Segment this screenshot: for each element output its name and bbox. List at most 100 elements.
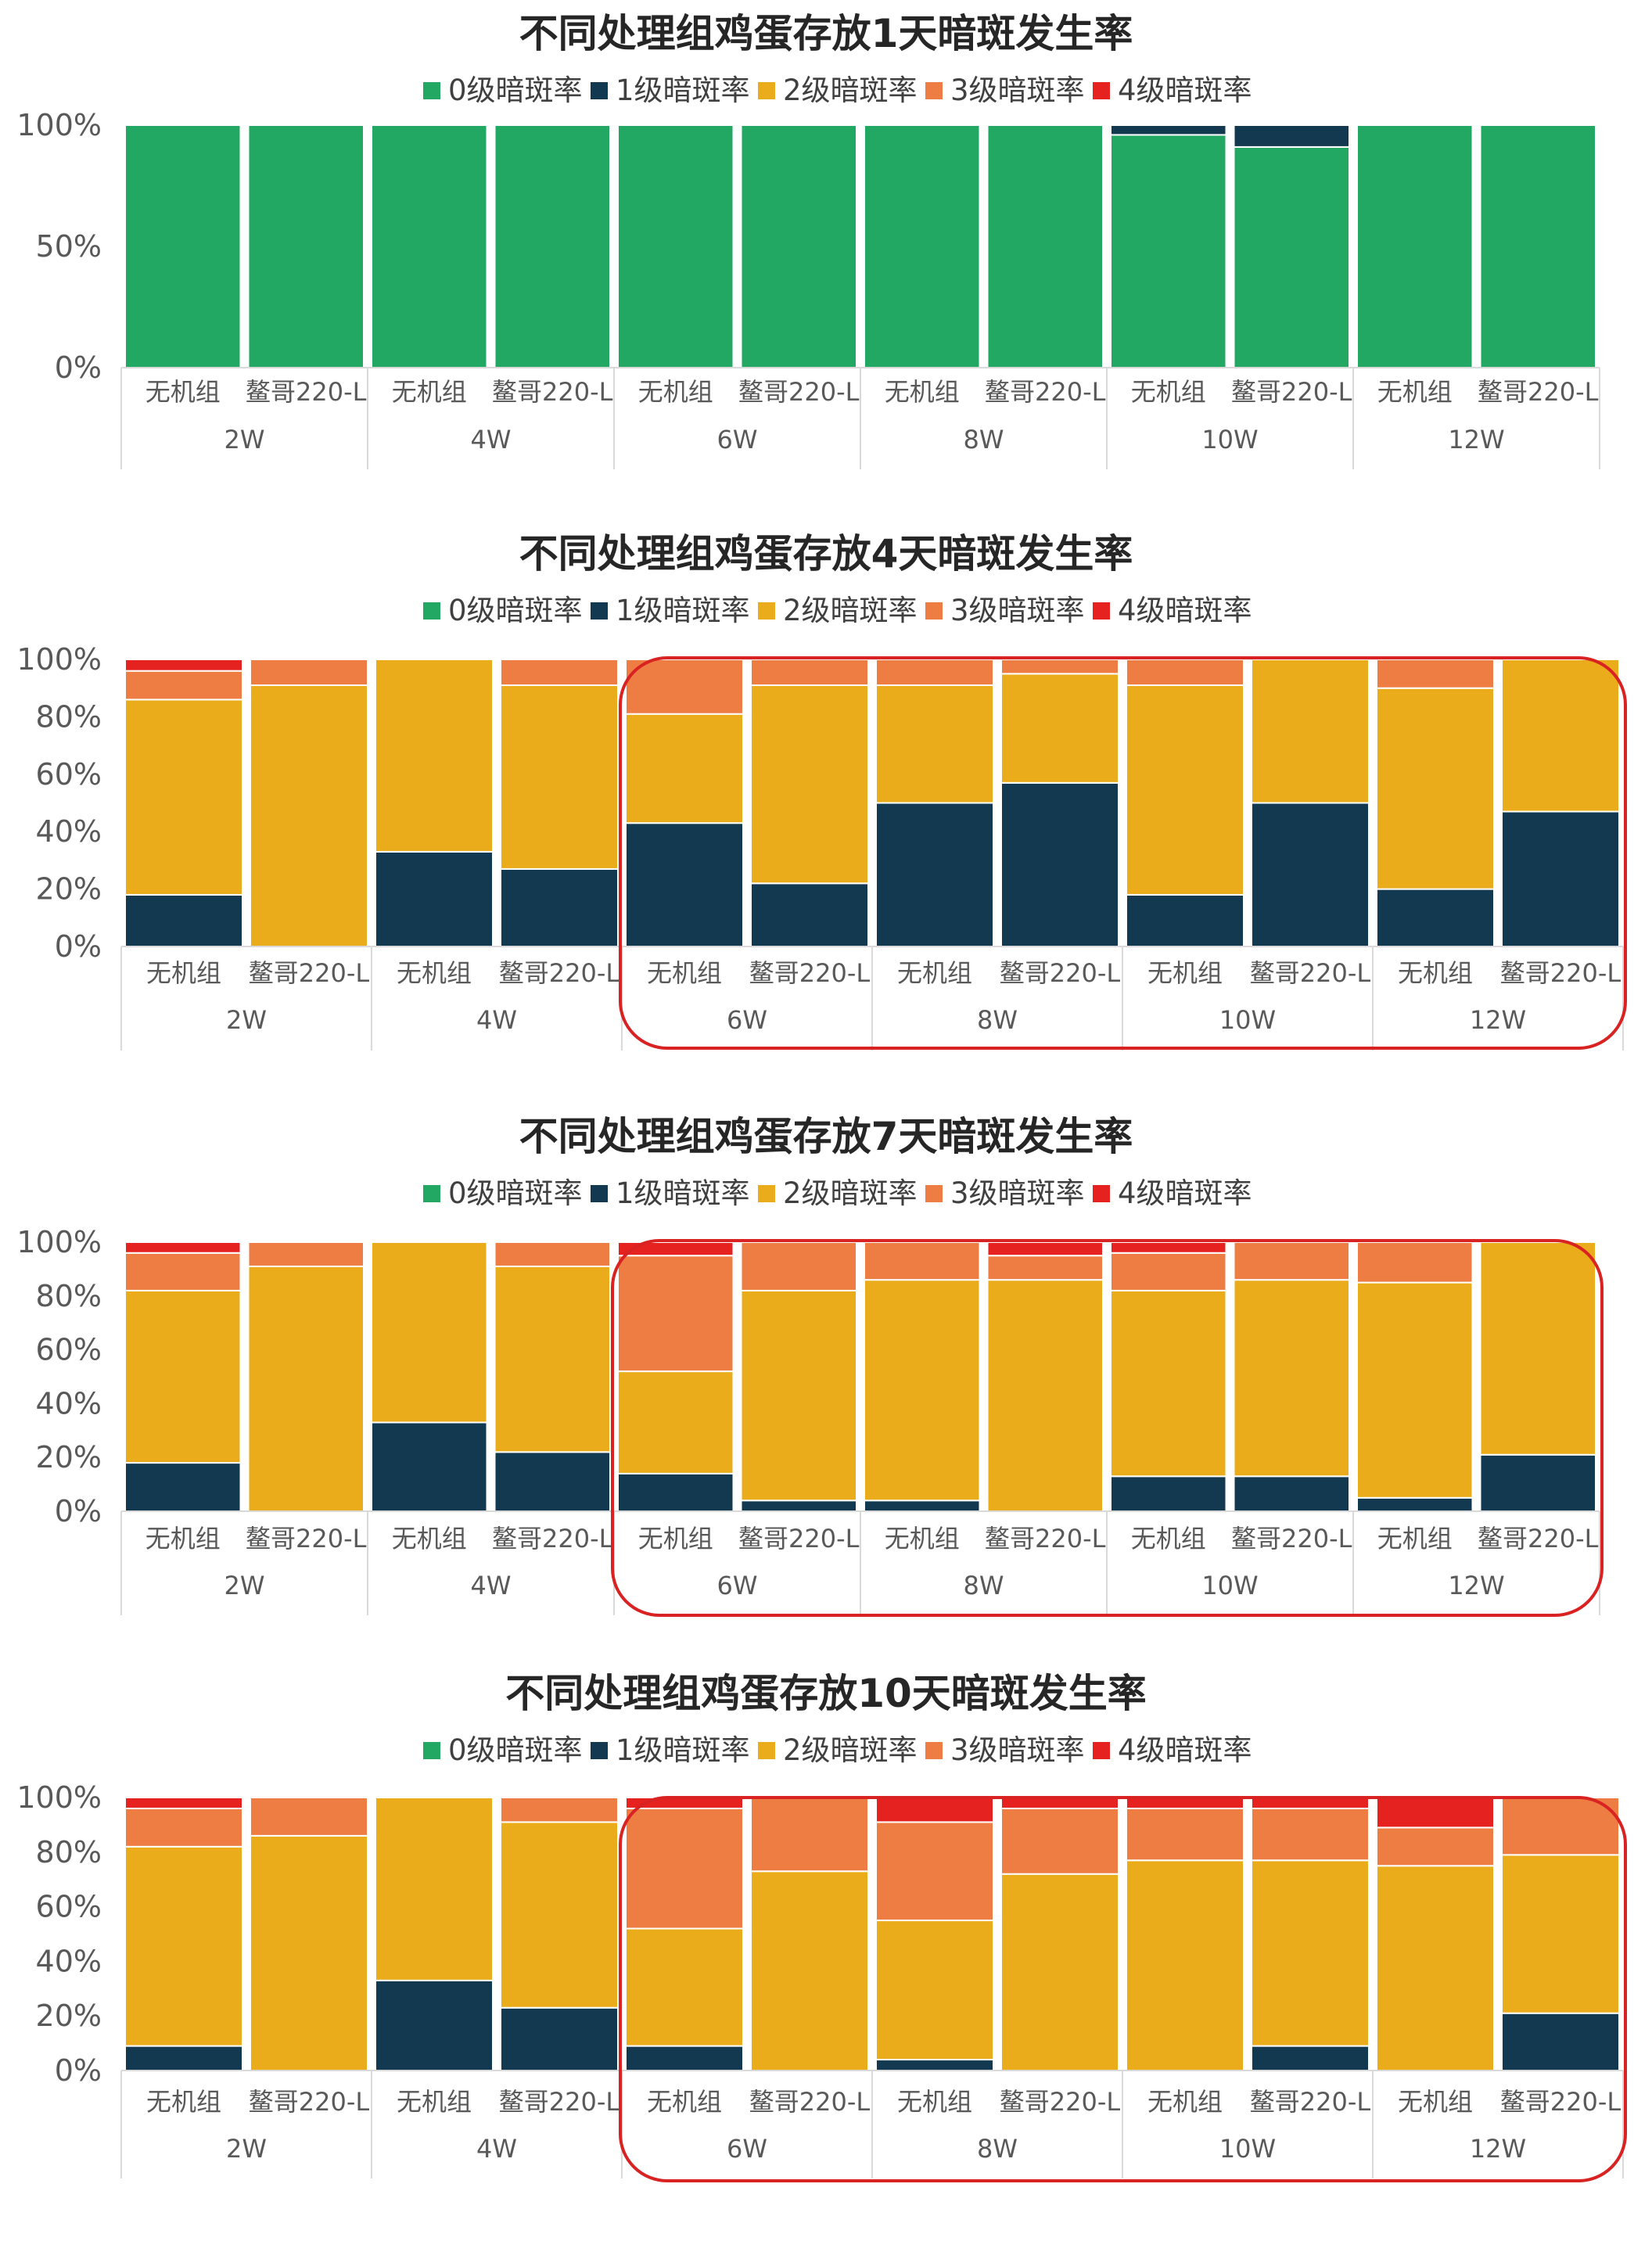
bar-segment <box>1376 687 1495 890</box>
bar-segment <box>371 1241 488 1424</box>
bar-segment <box>247 1241 365 1267</box>
legend-swatch-4 <box>1093 1185 1110 1202</box>
legend-swatch-4 <box>1093 82 1110 99</box>
bar-segment <box>1110 1252 1227 1291</box>
legend-swatch-0 <box>423 82 440 99</box>
x-group-label: 12W <box>1448 1571 1504 1600</box>
x-subcategory-label: 鳌哥220-L <box>499 958 620 988</box>
x-subcategory-label: 鳌哥220-L <box>249 958 370 988</box>
bar-segment <box>124 2045 243 2071</box>
bar-segment <box>124 659 243 672</box>
bar-segment <box>500 1797 619 1823</box>
x-subcategory-label: 无机组 <box>1131 377 1206 407</box>
y-tick-label: 60% <box>36 1333 102 1367</box>
bar-segment <box>1376 1826 1495 1867</box>
chart-title: 不同处理组鸡蛋存放10天暗斑发生率 <box>505 1671 1147 1716</box>
bar-segment <box>986 1241 1104 1257</box>
legend-swatch-2 <box>758 82 775 99</box>
x-group-label: 6W <box>717 1571 758 1600</box>
y-tick-label: 0% <box>55 350 102 385</box>
y-tick-label: 20% <box>36 1999 102 2033</box>
x-subcategory-label: 无机组 <box>1147 2087 1223 2117</box>
bar-segment <box>875 659 994 687</box>
chart-title: 不同处理组鸡蛋存放4天暗斑发生率 <box>519 531 1133 576</box>
bar-segment <box>875 802 994 947</box>
bar-segment <box>1110 1289 1227 1478</box>
x-subcategory-label: 无机组 <box>145 377 221 407</box>
x-group-label: 4W <box>471 1571 512 1600</box>
bar-segment <box>124 1807 243 1848</box>
bar-segment <box>250 684 368 947</box>
bar-segment <box>1110 1241 1227 1254</box>
bar-segment <box>625 1807 744 1930</box>
bar-segment <box>500 684 619 870</box>
bar-segment <box>1126 1807 1244 1862</box>
legend-label-2: 2级暗斑率 <box>783 1733 918 1767</box>
x-subcategory-label: 鳌哥220-L <box>1250 958 1371 988</box>
bar-segment <box>371 124 488 368</box>
legend-swatch-1 <box>591 1742 608 1759</box>
bar-segment <box>1110 1475 1227 1512</box>
bar-segment <box>740 124 857 368</box>
bar-segment <box>124 699 243 896</box>
bar-segment <box>494 1265 611 1453</box>
x-subcategory-label: 鳌哥220-L <box>246 377 367 407</box>
x-subcategory-label: 无机组 <box>1131 1524 1206 1553</box>
x-subcategory-label: 无机组 <box>647 2087 722 2117</box>
bar-segment <box>1251 1807 1370 1862</box>
x-subcategory-label: 无机组 <box>397 958 472 988</box>
bar-segment <box>875 684 994 804</box>
x-group-label: 10W <box>1201 1571 1258 1600</box>
y-tick-label: 20% <box>36 872 102 907</box>
bar-segment <box>1376 1865 1495 2071</box>
x-group-label: 6W <box>727 2134 767 2164</box>
bar-segment <box>1501 810 1620 948</box>
x-subcategory-label: 鳌哥220-L <box>246 1524 367 1553</box>
bar-segment <box>371 1421 488 1513</box>
chart-title: 不同处理组鸡蛋存放1天暗斑发生率 <box>519 11 1133 56</box>
x-group-label: 8W <box>977 1005 1018 1035</box>
bar-segment <box>740 1500 857 1512</box>
bar-segment <box>1110 124 1227 136</box>
bar-segment <box>617 1472 734 1512</box>
x-group-label: 10W <box>1219 1005 1276 1035</box>
x-subcategory-label: 无机组 <box>897 2087 972 2117</box>
legend-swatch-1 <box>591 602 608 620</box>
chart-panel-day10: 不同处理组鸡蛋存放10天暗斑发生率 0级暗斑率 1级暗斑率 2级暗斑率 3级暗斑率 4级暗… <box>0 1658 1652 2237</box>
y-tick-label: 40% <box>36 1386 102 1421</box>
bar-segment <box>1000 673 1119 784</box>
legend-swatch-1 <box>591 82 608 99</box>
x-group-label: 2W <box>226 2134 267 2164</box>
x-subcategory-label: 鳌哥220-L <box>492 1524 613 1553</box>
bar-segment <box>124 1252 242 1291</box>
y-tick-label: 0% <box>55 2053 102 2088</box>
bar-segment <box>1251 659 1370 804</box>
bar-segment <box>124 893 243 947</box>
y-tick-label: 0% <box>55 1494 102 1528</box>
bar-segment <box>875 1821 994 1922</box>
bar-segment <box>1000 1807 1119 1875</box>
bar-segment <box>617 1370 734 1474</box>
x-subcategory-label: 无机组 <box>885 1524 960 1553</box>
chart-legend: 0级暗斑率 1级暗斑率 2级暗斑率 3级暗斑率 4级暗斑率 <box>423 74 1252 107</box>
bars-group <box>124 1241 1596 1513</box>
x-group-label: 4W <box>476 1005 517 1035</box>
x-group-label: 10W <box>1201 425 1258 454</box>
x-group-label: 6W <box>727 1005 767 1035</box>
bar-segment <box>625 822 744 947</box>
x-subcategory-label: 无机组 <box>146 958 221 988</box>
bar-segment <box>1501 1854 1620 2014</box>
legend-swatch-2 <box>758 1185 775 1202</box>
x-subcategory-label: 鳌哥220-L <box>1478 1524 1599 1553</box>
bar-segment <box>1251 2045 1370 2071</box>
x-subcategory-label: 鳌哥220-L <box>1500 2087 1621 2117</box>
legend-swatch-3 <box>925 1185 943 1202</box>
bar-segment <box>625 713 744 824</box>
bar-segment <box>494 1241 611 1267</box>
x-group-label: 2W <box>224 425 265 454</box>
bar-segment <box>1356 124 1474 368</box>
y-tick-label: 40% <box>36 1944 102 1978</box>
y-tick-label: 0% <box>55 929 102 964</box>
legend-swatch-0 <box>423 1742 440 1759</box>
legend-swatch-3 <box>925 1742 943 1759</box>
